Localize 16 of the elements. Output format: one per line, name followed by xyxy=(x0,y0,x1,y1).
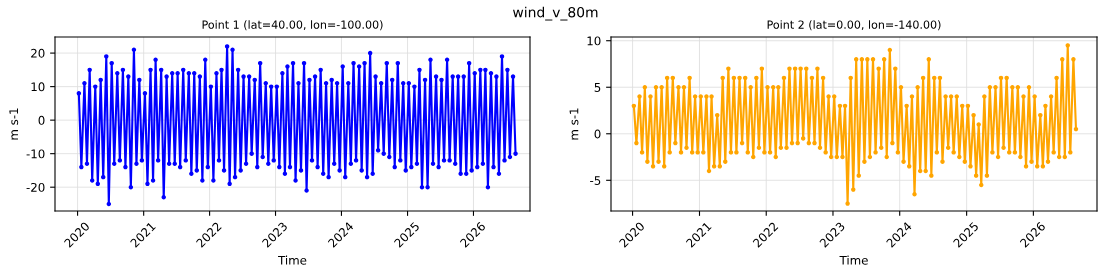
y-tick-label: 10 xyxy=(587,36,601,46)
y-tick-label: 5 xyxy=(594,83,601,92)
y-tick-label: -5 xyxy=(590,176,601,185)
y-tick-label: -20 xyxy=(26,182,45,192)
y-tick-label: 10 xyxy=(31,82,45,92)
y-tick-label: 0 xyxy=(38,115,45,125)
chart-subtitle: Point 1 (lat=40.00, lon=-100.00) xyxy=(202,20,383,31)
y-tick-label: 20 xyxy=(31,48,45,58)
chart-subtitle: Point 2 (lat=0.00, lon=-140.00) xyxy=(767,20,941,31)
chart-title: wind_v_80m xyxy=(513,6,598,21)
x-axis-title: Time xyxy=(278,255,307,265)
y-tick-label: -10 xyxy=(26,149,45,159)
y-axis-title: m s-1 xyxy=(569,108,579,140)
y-axis-title: m s-1 xyxy=(9,108,19,140)
y-tick-label: 0 xyxy=(594,129,601,139)
x-axis-title: Time xyxy=(839,255,868,265)
